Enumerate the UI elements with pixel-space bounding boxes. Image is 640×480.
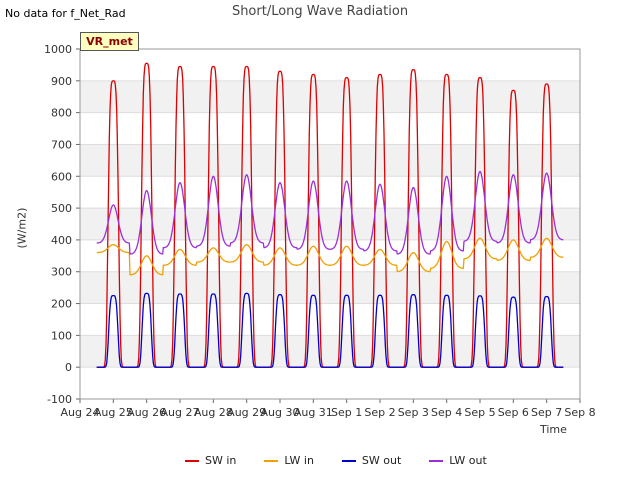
y-tick-label: 1000 — [44, 43, 72, 56]
x-tick-label: Sep 8 — [564, 406, 595, 419]
x-tick-label: Aug 29 — [227, 406, 266, 419]
y-tick-label: 600 — [51, 170, 72, 183]
legend: SW in LW in SW out LW out — [185, 454, 487, 467]
x-tick-label: Sep 2 — [364, 406, 395, 419]
legend-swatch-sw-in — [185, 459, 199, 462]
legend-item-lw-in: LW in — [264, 454, 314, 467]
series-sw-out-line — [96, 292, 564, 368]
grid-band — [80, 80, 580, 113]
y-tick-label: 500 — [51, 202, 72, 215]
y-tick-label: 100 — [51, 329, 72, 342]
legend-label-lw-out: LW out — [449, 454, 487, 467]
x-tick-label: Sep 5 — [464, 406, 495, 419]
grid-band — [80, 144, 580, 177]
grid-band — [80, 49, 580, 81]
series-lw-out-line — [96, 170, 564, 255]
y-tick-label: 300 — [51, 266, 72, 279]
x-tick-label: Sep 7 — [531, 406, 562, 419]
y-tick-label: 700 — [51, 138, 72, 151]
y-tick-label: 200 — [51, 298, 72, 311]
x-tick-label: Aug 26 — [127, 406, 166, 419]
x-tick-label: Aug 28 — [194, 406, 233, 419]
grid-band — [80, 303, 580, 336]
legend-label-sw-out: SW out — [361, 454, 402, 467]
grid-band — [80, 208, 580, 240]
grid-band — [80, 335, 580, 368]
legend-item-sw-out: SW out — [341, 454, 402, 467]
series-lw-in-line — [96, 237, 564, 276]
x-tick-label: Aug 25 — [94, 406, 133, 419]
x-tick-label: Aug 30 — [261, 406, 300, 419]
x-tick-label: Aug 24 — [61, 406, 100, 419]
grid-band — [80, 176, 580, 209]
legend-swatch-lw-out — [429, 459, 444, 462]
x-tick-label: Aug 27 — [161, 406, 200, 419]
x-tick-label: Aug 31 — [294, 406, 333, 419]
x-axis-label: Time — [540, 423, 567, 436]
y-tick-label: 0 — [65, 361, 72, 374]
legend-item-sw-in: SW in — [185, 454, 236, 467]
plot-frame — [79, 48, 581, 400]
y-tick-label: 400 — [51, 234, 72, 247]
site-label: VR_met — [80, 32, 139, 51]
no-data-note: No data for f_Net_Rad — [5, 7, 126, 20]
y-tick-label: -100 — [47, 393, 72, 406]
chart-title: Short/Long Wave Radiation — [231, 4, 409, 19]
legend-swatch-lw-in — [264, 459, 279, 462]
legend-swatch-sw-out — [341, 459, 356, 462]
x-tick-label: Sep 3 — [398, 406, 429, 419]
legend-label-lw-in: LW in — [284, 454, 314, 467]
grid-band — [80, 112, 580, 145]
legend-label-sw-in: SW in — [205, 454, 237, 467]
grid-band — [80, 367, 580, 399]
x-tick-label: Sep 1 — [331, 406, 362, 419]
y-tick-label: 800 — [51, 107, 72, 120]
grid-band — [80, 271, 580, 304]
x-tick-label: Sep 6 — [498, 406, 529, 419]
y-tick-label: 900 — [51, 75, 72, 88]
legend-item-lw-out: LW out — [429, 454, 487, 467]
x-tick-label: Sep 4 — [431, 406, 462, 419]
